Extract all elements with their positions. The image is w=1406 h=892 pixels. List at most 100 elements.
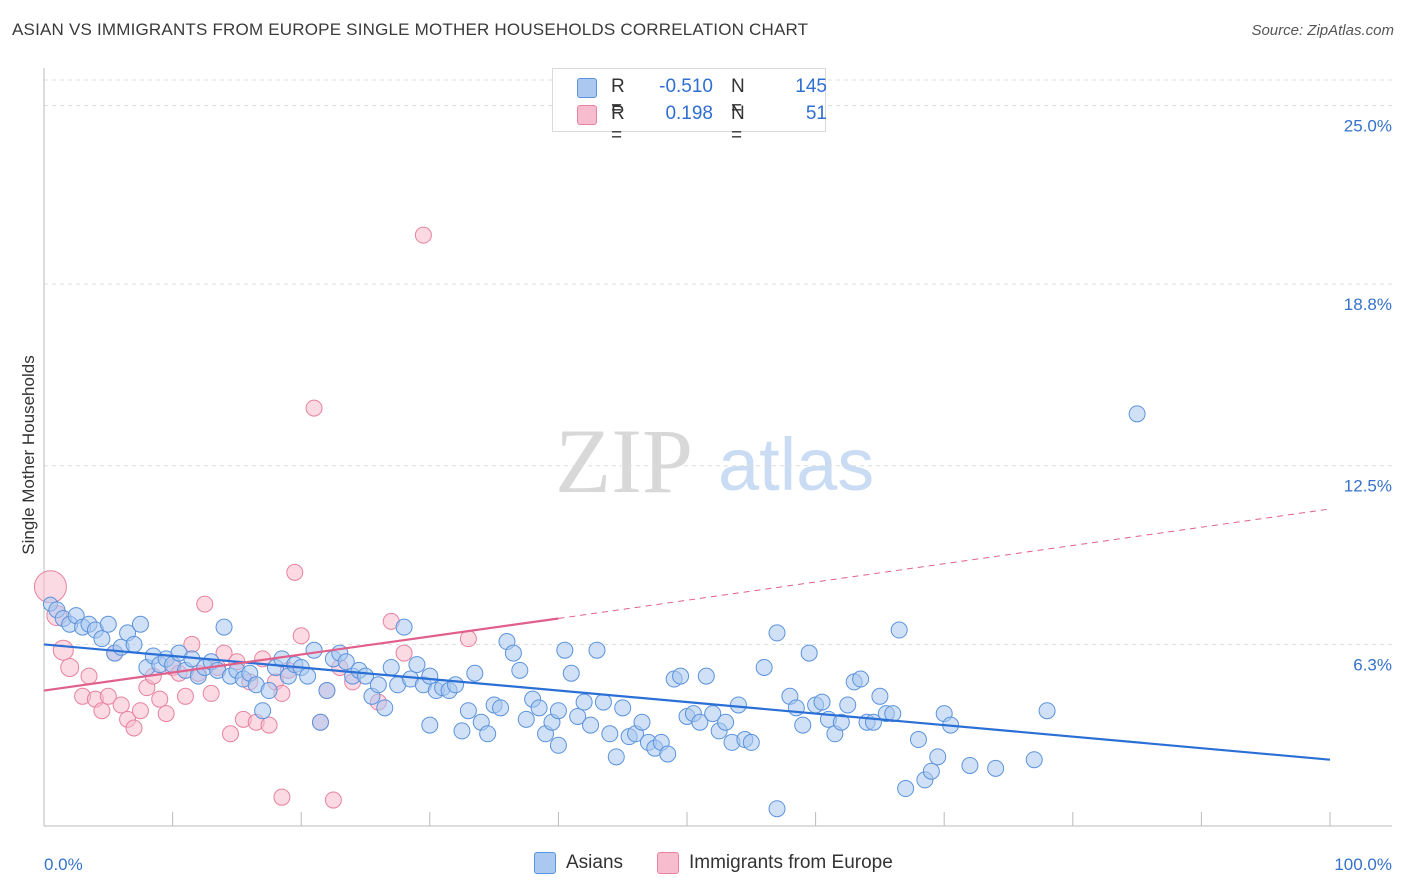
data-point-immigrants <box>273 788 291 806</box>
x-tick-label-max: 100.0% <box>1334 855 1392 874</box>
correlation-legend: R = -0.510 N = 145 R = 0.198 N = 51 <box>552 68 827 146</box>
y-axis-label: Single Mother Households <box>19 355 38 554</box>
data-point-asians <box>729 696 747 714</box>
axes <box>43 68 1392 827</box>
data-point-immigrants <box>99 687 117 705</box>
y-tick-label: 25.0% <box>1344 116 1392 135</box>
data-point-asians <box>839 696 857 714</box>
data-point-asians <box>697 667 715 685</box>
trendline-asians <box>43 643 1331 761</box>
trendline-immigrants <box>43 617 559 692</box>
data-point-asians <box>987 759 1005 777</box>
y-tick-label: 18.8% <box>1344 295 1392 314</box>
n-value: 51 <box>805 103 827 124</box>
data-point-asians <box>504 644 522 662</box>
data-point-asians <box>530 699 548 717</box>
data-point-immigrants <box>324 791 342 809</box>
data-point-immigrants <box>125 719 143 737</box>
data-point-asians <box>582 716 600 734</box>
data-point-asians <box>99 615 117 633</box>
data-point-asians <box>909 731 927 749</box>
data-point-immigrants <box>112 696 130 714</box>
data-point-immigrants <box>395 644 413 662</box>
data-point-asians <box>755 658 773 676</box>
data-point-asians <box>1038 702 1056 720</box>
data-point-asians <box>588 641 606 659</box>
data-point-asians <box>832 713 850 731</box>
chart-title: ASIAN VS IMMIGRANTS FROM EUROPE SINGLE M… <box>12 20 809 39</box>
data-point-immigrants <box>60 657 80 677</box>
data-point-asians <box>125 635 143 653</box>
y-tick-label: 6.3% <box>1353 655 1392 674</box>
data-point-asians <box>768 800 786 818</box>
data-point-asians <box>717 713 735 731</box>
data-point-asians <box>742 733 760 751</box>
data-point-asians <box>376 699 394 717</box>
pink-swatch <box>657 852 679 874</box>
data-point-asians <box>704 705 722 723</box>
data-point-asians <box>1128 405 1146 423</box>
data-point-asians <box>672 667 690 685</box>
data-point-asians <box>421 667 439 685</box>
data-point-asians <box>691 713 709 731</box>
series-immigrants-from-europe <box>33 226 477 809</box>
data-point-asians <box>311 713 329 731</box>
data-point-immigrants <box>157 705 175 723</box>
x-tick-labels: 0.0% 100.0% <box>44 855 1392 874</box>
data-point-asians <box>254 702 272 720</box>
r-value: 0.198 <box>665 103 713 124</box>
data-point-immigrants <box>260 716 278 734</box>
data-point-asians <box>562 664 580 682</box>
data-point-asians <box>659 745 677 763</box>
data-point-asians <box>299 667 317 685</box>
data-point-asians <box>517 710 535 728</box>
data-point-asians <box>479 725 497 743</box>
data-point-asians <box>961 756 979 774</box>
r-label: R = <box>611 76 625 119</box>
data-point-asians <box>131 615 149 633</box>
data-point-asians <box>382 658 400 676</box>
data-point-asians <box>890 621 908 639</box>
data-point-asians <box>569 707 587 725</box>
data-point-asians <box>511 661 529 679</box>
data-point-asians <box>215 618 233 636</box>
data-point-immigrants <box>151 690 169 708</box>
data-point-asians <box>260 682 278 700</box>
data-point-asians <box>492 699 510 717</box>
data-point-asians <box>305 641 323 659</box>
data-point-asians <box>794 716 812 734</box>
data-point-asians <box>922 762 940 780</box>
data-point-asians <box>453 722 471 740</box>
data-point-asians <box>800 644 818 662</box>
blue-swatch <box>534 852 556 874</box>
data-point-immigrants <box>221 725 239 743</box>
data-point-immigrants <box>459 630 477 648</box>
data-point-asians <box>852 670 870 688</box>
data-point-immigrants <box>131 702 149 720</box>
source-credit: Source: ZipAtlas.com <box>1251 22 1394 39</box>
r-value: -0.510 <box>659 76 713 97</box>
x-ticks <box>172 812 1331 826</box>
y-tick-label: 12.5% <box>1344 477 1392 496</box>
data-point-asians <box>614 699 632 717</box>
data-point-asians <box>871 687 889 705</box>
y-tick-labels: 6.3% 12.5% 18.8% 25.0% <box>1344 116 1392 674</box>
data-point-asians <box>318 682 336 700</box>
watermark: ZIP atlas <box>555 410 874 512</box>
gridlines <box>44 79 1392 645</box>
blue-swatch <box>577 78 597 98</box>
data-point-immigrants <box>176 687 194 705</box>
data-point-asians <box>601 725 619 743</box>
data-point-asians <box>633 713 651 731</box>
n-label: N = <box>731 76 745 119</box>
legend-label-immigrants: Immigrants from Europe <box>689 852 893 873</box>
data-point-immigrants <box>305 399 323 417</box>
data-point-asians <box>1025 751 1043 769</box>
data-point-asians <box>549 702 567 720</box>
data-point-immigrants <box>202 684 220 702</box>
data-point-asians <box>369 676 387 694</box>
data-point-asians <box>447 676 465 694</box>
data-point-asians <box>549 736 567 754</box>
x-tick-label-min: 0.0% <box>44 855 83 874</box>
